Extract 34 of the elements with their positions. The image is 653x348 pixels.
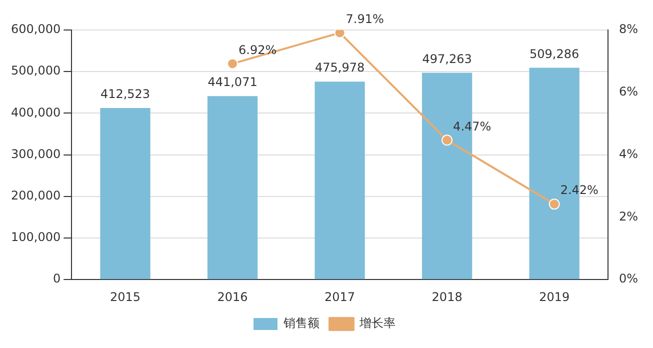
y-tick-label: 500,000 <box>11 64 61 78</box>
bar <box>207 96 258 280</box>
y2-tick-label: 8% <box>618 22 638 36</box>
y2-tick-label: 6% <box>618 84 638 99</box>
y-tick-label: 400,000 <box>11 105 61 120</box>
data-label: 4.47% <box>453 119 492 134</box>
x-tick-label: 2018 <box>432 290 462 304</box>
point <box>227 58 238 70</box>
data-label: 441,071 <box>208 75 258 90</box>
y-tick-label: 0 <box>52 272 61 286</box>
y2-tick-label: 0% <box>618 272 638 286</box>
data-label: 7.91% <box>346 12 384 26</box>
x-tick-label: 2017 <box>324 290 356 304</box>
x-tick-label: 2015 <box>110 290 141 304</box>
data-label: 509,286 <box>530 46 580 61</box>
y-tick-label: 300,000 <box>11 146 61 161</box>
x-tick-label: 2016 <box>217 290 248 304</box>
data-label: 412,523 <box>100 87 150 102</box>
legend-label: 销售额 <box>282 316 320 330</box>
data-label: 2.42% <box>560 183 598 198</box>
point <box>548 198 560 210</box>
bar <box>100 108 150 280</box>
data-label: 6.92% <box>238 42 277 57</box>
legend-label: 增长率 <box>358 316 396 330</box>
x-tick-label: 2019 <box>539 290 570 304</box>
y2-tick-label: 4% <box>618 146 638 161</box>
data-label: 497,263 <box>422 52 472 66</box>
y-tick-label: 200,000 <box>11 188 61 203</box>
y-tick-label: 600,000 <box>11 22 61 36</box>
point <box>442 134 453 146</box>
y2-tick-label: 2% <box>618 209 638 224</box>
data-label: 475,978 <box>314 60 365 75</box>
bar <box>314 82 365 280</box>
y-tick-label: 100,000 <box>11 230 61 244</box>
